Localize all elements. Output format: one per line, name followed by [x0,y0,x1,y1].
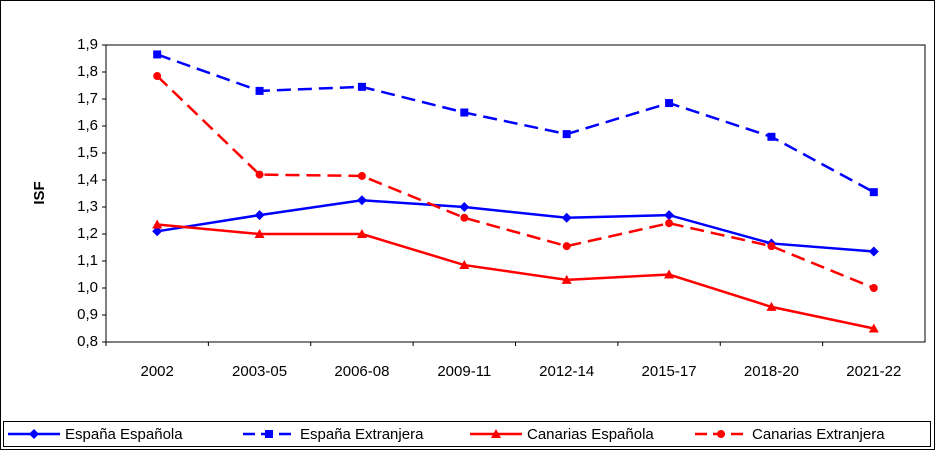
series-line [157,223,875,330]
x-tick-label: 2012-14 [539,363,594,380]
marker [265,430,273,438]
y-axis-label: ISF [31,181,48,204]
marker [766,301,777,311]
legend-label: Canarias Extranjera [752,426,885,443]
y-tick-label: 1,5 [77,144,98,161]
x-tick-label: 2006-08 [334,363,389,380]
marker [254,229,265,238]
marker [459,202,470,212]
marker [491,429,501,438]
marker [356,195,367,206]
marker [561,274,572,284]
x-tick-label: 2009-11 [437,363,491,380]
y-tick-label: 1,1 [77,252,98,269]
marker [356,229,367,238]
marker [562,130,571,139]
marker [869,284,878,292]
marker [153,72,162,81]
legend-label: España Española [65,426,183,443]
marker [357,171,366,180]
y-tick-label: 0,9 [77,306,98,323]
y-tick-label: 1,6 [77,117,98,134]
marker [717,430,725,438]
marker [152,219,163,229]
y-tick-label: 1,0 [77,279,98,296]
marker [255,170,264,179]
marker [869,188,878,197]
y-tick-label: 1,8 [77,63,98,80]
series-line [156,198,874,253]
marker [665,219,674,228]
series-line [156,53,875,194]
marker [767,132,776,141]
legend-box [3,421,931,447]
y-tick-label: 0,8 [77,333,98,350]
x-tick-label: 2018-20 [744,363,799,380]
x-tick-label: 2021-22 [846,363,901,380]
marker [153,50,162,59]
marker [29,429,39,439]
marker [561,212,572,223]
marker [255,86,264,95]
marker [460,213,469,222]
marker [459,260,470,270]
series-line [156,75,875,290]
marker [868,246,879,257]
marker [152,226,163,237]
x-tick-label: 2003-05 [232,363,287,380]
y-tick-label: 1,7 [77,90,98,107]
marker [767,242,776,251]
marker [664,269,675,279]
marker [460,108,469,117]
marker [665,99,674,108]
legend-label: España Extranjera [300,426,424,443]
marker [357,82,366,91]
x-tick-label: 2015-17 [642,363,697,380]
marker [868,323,879,333]
y-tick-label: 1,2 [77,225,98,242]
x-tick-label: 2002 [141,363,174,380]
y-tick-label: 1,3 [77,198,98,215]
marker [562,242,571,251]
y-tick-label: 1,9 [77,36,98,53]
y-tick-label: 1,4 [77,171,98,188]
legend-label: Canarias Española [527,426,654,443]
marker [254,210,265,221]
marker [664,210,675,221]
